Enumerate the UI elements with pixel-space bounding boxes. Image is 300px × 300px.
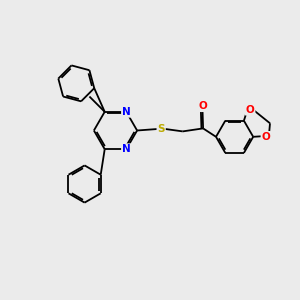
Text: O: O bbox=[246, 105, 255, 115]
Text: O: O bbox=[261, 132, 270, 142]
Text: N: N bbox=[122, 107, 131, 117]
Text: S: S bbox=[157, 124, 165, 134]
Text: O: O bbox=[198, 101, 207, 111]
Text: N: N bbox=[122, 144, 131, 154]
